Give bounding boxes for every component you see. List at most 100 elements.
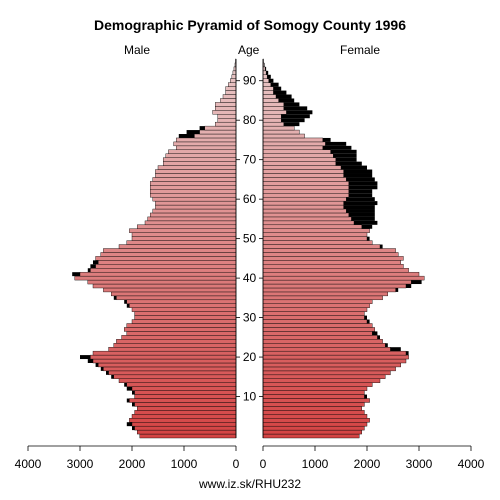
female-bar (262, 185, 350, 190)
female-surplus-bar (343, 201, 378, 206)
male-bar (149, 181, 237, 186)
male-bar (108, 370, 237, 376)
female-surplus-bar (343, 173, 373, 178)
female-bar (262, 390, 365, 395)
female-bar (262, 125, 295, 131)
male-bar (129, 228, 237, 233)
female-bar (262, 98, 279, 103)
male-bar (152, 196, 237, 202)
female-bar (262, 418, 370, 423)
male-bar (95, 264, 237, 269)
male-bar (155, 204, 237, 210)
female-surplus-bar (341, 165, 367, 170)
age-tick-label: 30 (243, 311, 257, 325)
female-bar (262, 224, 363, 229)
female-bar (262, 268, 409, 273)
female-bar (262, 141, 326, 147)
female-surplus-bar (266, 70, 269, 75)
male-bar (110, 291, 237, 297)
male-bar (134, 315, 237, 320)
male-bar (222, 94, 237, 99)
source-label: www.iz.sk/RHU232 (198, 477, 302, 491)
female-bar (262, 354, 409, 360)
female-surplus-bar (364, 394, 367, 399)
female-bar (262, 212, 350, 218)
female-surplus-bar (322, 145, 352, 150)
age-tick-label: 70 (243, 153, 257, 167)
female-bar (262, 208, 347, 214)
female-bar (262, 114, 282, 119)
female-bar (262, 78, 269, 83)
female-bar (262, 204, 344, 210)
male-bar (155, 173, 237, 178)
male-bar (162, 161, 237, 166)
male-bar (74, 275, 237, 281)
male-surplus-bar (132, 390, 135, 395)
female-bar (262, 248, 396, 253)
male-bar (227, 82, 237, 87)
female-surplus-bar (264, 62, 265, 67)
female-surplus-bar (276, 94, 292, 99)
female-bar (262, 271, 420, 277)
male-bar (214, 106, 237, 111)
female-bar (262, 137, 323, 143)
age-header: Age (238, 43, 260, 57)
male-bar (214, 102, 237, 107)
female-surplus-bar (268, 78, 274, 83)
male-bar (95, 256, 237, 261)
female-surplus-bar (322, 137, 331, 142)
female-bar (262, 283, 407, 289)
female-x-tick-label: 1000 (302, 457, 329, 471)
male-bar (157, 165, 237, 170)
female-surplus-bar (367, 319, 370, 324)
female-surplus-bar (283, 102, 300, 107)
female-bar (262, 414, 368, 419)
female-bar (262, 335, 378, 340)
female-bar (262, 378, 381, 383)
male-bar (116, 295, 237, 301)
female-x-tick-label: 4000 (458, 457, 485, 471)
male-surplus-bar (93, 260, 99, 265)
female-bar (262, 94, 277, 99)
female-bar (262, 102, 284, 107)
female-surplus-bar (335, 161, 362, 166)
male-surplus-bar (80, 355, 91, 360)
male-bar (152, 208, 237, 214)
female-surplus-bar (270, 82, 279, 87)
female-bar (262, 303, 370, 308)
age-tick-label: 10 (243, 390, 257, 404)
male-bar (232, 70, 237, 75)
age-tick-label: 20 (243, 350, 257, 364)
male-bar (92, 350, 237, 356)
male-surplus-bar (100, 366, 104, 371)
female-bar (262, 181, 350, 186)
female-bar (262, 129, 300, 135)
male-bar (134, 425, 237, 431)
female-bar (262, 279, 412, 285)
female-surplus-bar (278, 98, 295, 103)
female-bar (262, 121, 284, 127)
female-bar (262, 106, 284, 111)
male-bar (149, 189, 237, 194)
male-surplus-bar (106, 370, 109, 375)
female-bar (262, 295, 383, 301)
female-surplus-bar (325, 141, 347, 146)
female-bar (262, 425, 365, 431)
male-bar (113, 343, 237, 348)
female-bar (262, 256, 404, 261)
female-surplus-bar (348, 185, 378, 190)
age-tick-label: 80 (243, 113, 257, 127)
female-bar (262, 145, 323, 151)
female-bar (262, 110, 287, 115)
female-bar (262, 244, 381, 249)
male-bar (126, 299, 237, 304)
female-bar (262, 74, 268, 79)
male-bar (136, 406, 237, 411)
female-bar (262, 173, 344, 178)
female-bar (262, 260, 402, 265)
female-surplus-bar (273, 90, 287, 95)
female-bar (262, 331, 373, 336)
male-bar (165, 153, 237, 158)
male-bar (225, 86, 237, 91)
male-bar (134, 402, 237, 407)
